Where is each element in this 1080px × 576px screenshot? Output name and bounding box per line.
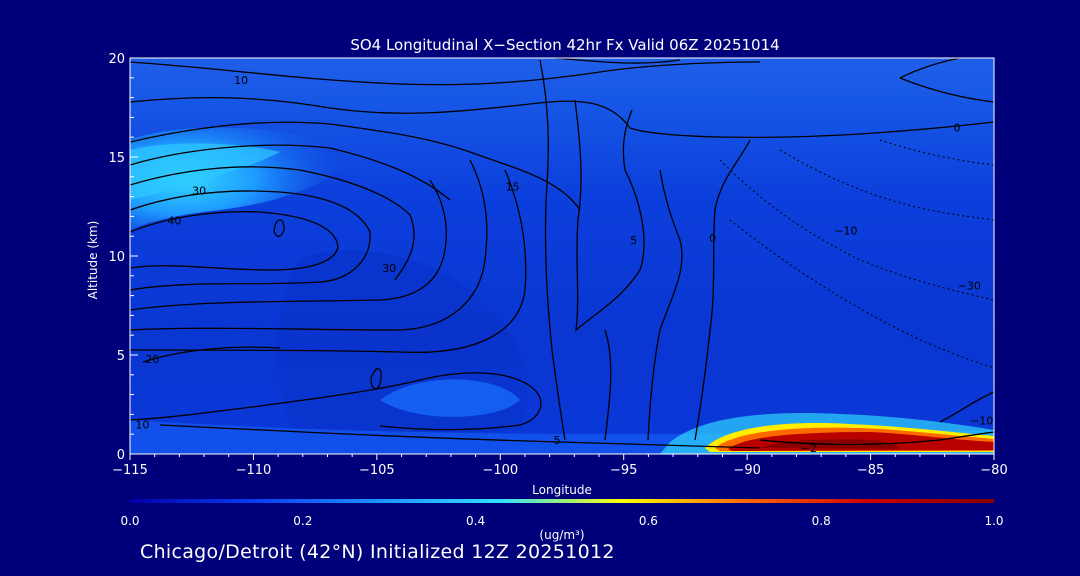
contour-label: 30 xyxy=(382,262,396,275)
contour-line xyxy=(273,219,285,238)
footer-caption: Chicago/Detroit (42°N) Initialized 12Z 2… xyxy=(140,541,615,563)
y-tick-label: 5 xyxy=(117,349,125,364)
contour-label: −10 xyxy=(834,224,857,237)
contour-line xyxy=(130,121,581,211)
y-tick-label: 0 xyxy=(117,448,125,463)
x-tick-label: −90 xyxy=(733,463,760,478)
colorbar-tick-label: 0.4 xyxy=(466,514,485,528)
contour-label: 30 xyxy=(192,185,206,198)
x-tick-label: −80 xyxy=(980,463,1007,478)
contour-label: 15 xyxy=(506,181,520,194)
y-tick-label: 20 xyxy=(108,52,125,67)
contour-line xyxy=(130,169,527,354)
contour-line xyxy=(159,424,761,449)
contour-line xyxy=(130,166,415,281)
contour-label: 20 xyxy=(145,353,159,366)
colorbar-tick-label: 1.0 xyxy=(984,514,1003,528)
field-background xyxy=(130,58,994,454)
contour-line xyxy=(694,139,751,441)
x-tick-label: −100 xyxy=(482,463,518,478)
contour-line xyxy=(604,329,612,441)
colorbar-ticks: 0.0 0.2 0.4 0.6 0.8 1.0 xyxy=(120,514,1003,528)
colorbar xyxy=(130,499,994,503)
contour-line xyxy=(539,59,566,441)
so4-concentration-field xyxy=(130,58,994,454)
x-axis: −115 −110 −105 −100 −95 −90 −85 −80 xyxy=(112,454,1008,478)
y-tick-label: 10 xyxy=(108,250,125,265)
contour-label: 5 xyxy=(630,234,637,247)
contour-label: 10 xyxy=(234,74,248,87)
colorbar-tick-label: 0.8 xyxy=(812,514,831,528)
contour-label: −10 xyxy=(970,414,993,427)
x-tick-label: −105 xyxy=(359,463,395,478)
field-upper-left-plume-core xyxy=(130,143,280,200)
contour-label: 10 xyxy=(135,418,149,431)
contour-line xyxy=(899,58,961,79)
field-mid-surface-bump xyxy=(380,379,520,417)
contour-label: 40 xyxy=(167,214,181,227)
contour-line xyxy=(130,96,994,139)
contour-line xyxy=(130,190,371,291)
contour-line xyxy=(554,58,681,64)
contour-label: −30 xyxy=(958,280,981,293)
contour-line xyxy=(130,61,761,86)
x-tick-label: −95 xyxy=(610,463,637,478)
contour-line xyxy=(939,391,994,423)
y-tick-label: 15 xyxy=(108,151,125,166)
contour-label: 5 xyxy=(554,434,561,447)
colorbar-tick-label: 0.6 xyxy=(639,514,658,528)
contour-label: −2 xyxy=(801,442,817,455)
contour-line xyxy=(130,372,542,431)
contour-line xyxy=(370,368,382,390)
contour-line xyxy=(899,77,994,103)
x-tick-label: −110 xyxy=(236,463,272,478)
y-axis: 0 5 10 15 20 xyxy=(108,52,138,463)
colorbar-tick-label: 0.2 xyxy=(293,514,312,528)
contour-line xyxy=(130,144,451,201)
colorbar-tick-label: 0.0 xyxy=(120,514,139,528)
chart-title: SO4 Longitudinal X−Section 42hr Fx Valid… xyxy=(350,36,779,54)
contour-line xyxy=(142,346,281,363)
contour-line-dashed xyxy=(879,139,994,166)
contour-line xyxy=(130,211,339,271)
x-tick-label: −115 xyxy=(112,463,148,478)
contour-line xyxy=(130,159,488,331)
contour-lines xyxy=(130,58,994,449)
contour-label: 0 xyxy=(953,121,960,134)
x-tick-label: −85 xyxy=(857,463,884,478)
contour-line xyxy=(574,99,645,332)
contour-line xyxy=(130,179,447,311)
contour-label: 0 xyxy=(709,232,716,245)
x-axis-label: Longitude xyxy=(532,483,592,497)
colorbar-units: (ug/m³) xyxy=(539,528,584,542)
contour-line xyxy=(647,169,683,441)
contour-labels: 10 0 30 40 15 30 5 0 −10 −30 20 10 −10 −2 5 xyxy=(135,74,993,455)
contour-line-dashed xyxy=(779,149,994,221)
y-axis-label: Altitude (km) xyxy=(86,221,100,300)
contour-line xyxy=(759,431,994,446)
